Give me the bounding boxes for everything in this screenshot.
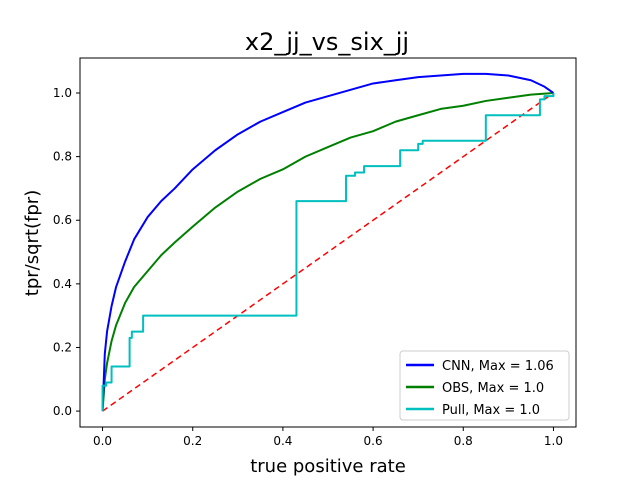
y-tick-label: 0.0 xyxy=(53,404,72,418)
chart-title: x2_jj_vs_six_jj xyxy=(245,28,409,56)
series-line-1 xyxy=(101,91,554,412)
plot-frame xyxy=(79,57,577,428)
x-tick-label: 0.6 xyxy=(364,434,383,448)
y-tick-label: 0.2 xyxy=(53,340,72,354)
x-tick-label: 0.4 xyxy=(273,434,292,448)
y-axis-label: tpr/sqrt(fpr) xyxy=(22,190,43,296)
series-line-0 xyxy=(101,72,555,412)
x-tick-label: 0.8 xyxy=(454,434,473,448)
x-tick-label: 0.0 xyxy=(93,434,112,448)
reference-diagonal-line xyxy=(102,92,554,412)
y-tick-label: 0.4 xyxy=(53,277,72,291)
legend-box xyxy=(399,350,570,421)
legend: CNN, Max = 1.06 OBS, Max = 1.0 Pull, Max =… xyxy=(399,350,570,421)
legend-entry-label: OBS, Max = 1.0 xyxy=(442,381,544,396)
y-tick-label: 0.6 xyxy=(53,213,72,227)
x-tick-label: 1.0 xyxy=(544,434,563,448)
x-tick-label: 0.2 xyxy=(183,434,202,448)
legend-entry-label: Pull, Max = 1.0 xyxy=(442,403,540,418)
x-axis-label: true positive rate xyxy=(250,456,406,477)
legend-entry-label: CNN, Max = 1.06 xyxy=(442,359,554,374)
y-tick-label: 1.0 xyxy=(53,86,72,100)
series-layer xyxy=(101,72,555,412)
y-tick-label: 0.8 xyxy=(53,150,72,164)
series-line-2 xyxy=(101,92,555,412)
y-axis-ticks: 0.0 0.2 0.4 0.6 0.8 1.0 xyxy=(53,86,80,418)
x-axis-ticks: 0.0 0.2 0.4 0.6 0.8 1.0 xyxy=(93,427,563,448)
